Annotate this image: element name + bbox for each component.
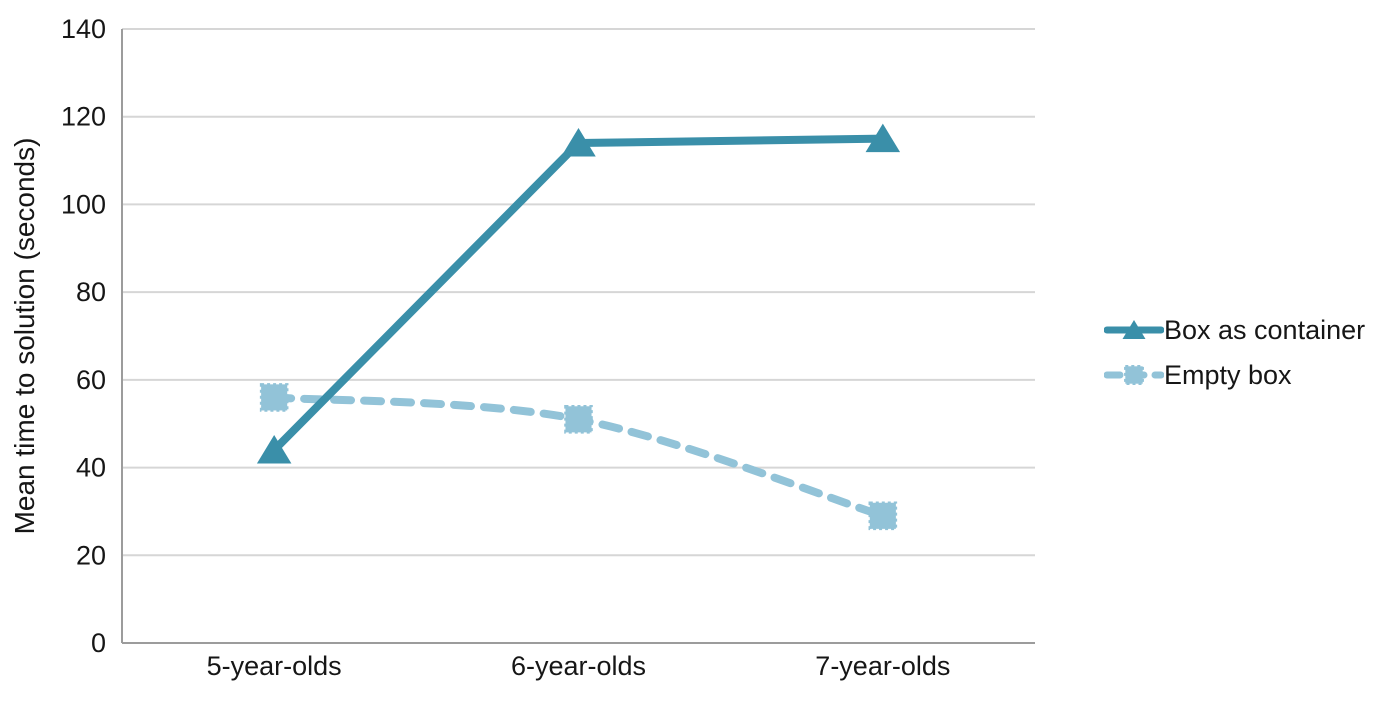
marker-triangle [1122,320,1146,339]
marker-square [259,383,289,412]
legend-swatch-square-dashed-line [1104,365,1164,385]
legend-item: Empty box [1104,360,1365,390]
legend-item: Box as container [1104,315,1365,345]
y-tick-label: 100 [61,189,106,219]
chart-legend: Box as container Empty box [1104,315,1365,390]
marker-square [1124,365,1144,385]
marker-square [564,405,593,434]
y-tick-label: 0 [91,628,106,658]
y-tick-label: 140 [61,14,106,44]
marker-triangle [561,128,596,157]
x-category-label: 7-year-olds [815,651,950,681]
legend-label: Box as container [1164,315,1366,345]
legend-label: Empty box [1164,360,1292,390]
y-axis-title: Mean time to solution (seconds) [9,138,40,535]
legend-swatch-triangle-line [1104,320,1164,339]
y-tick-label: 60 [76,365,106,395]
marker-square [868,501,898,531]
y-tick-label: 40 [76,453,106,483]
y-tick-label: 20 [76,540,106,570]
x-category-label: 5-year-olds [207,651,342,681]
y-tick-label: 80 [76,277,106,307]
x-category-label: 6-year-olds [511,651,646,681]
y-tick-label: 120 [61,102,106,132]
marker-triangle [865,123,901,153]
marker-triangle [256,435,292,464]
